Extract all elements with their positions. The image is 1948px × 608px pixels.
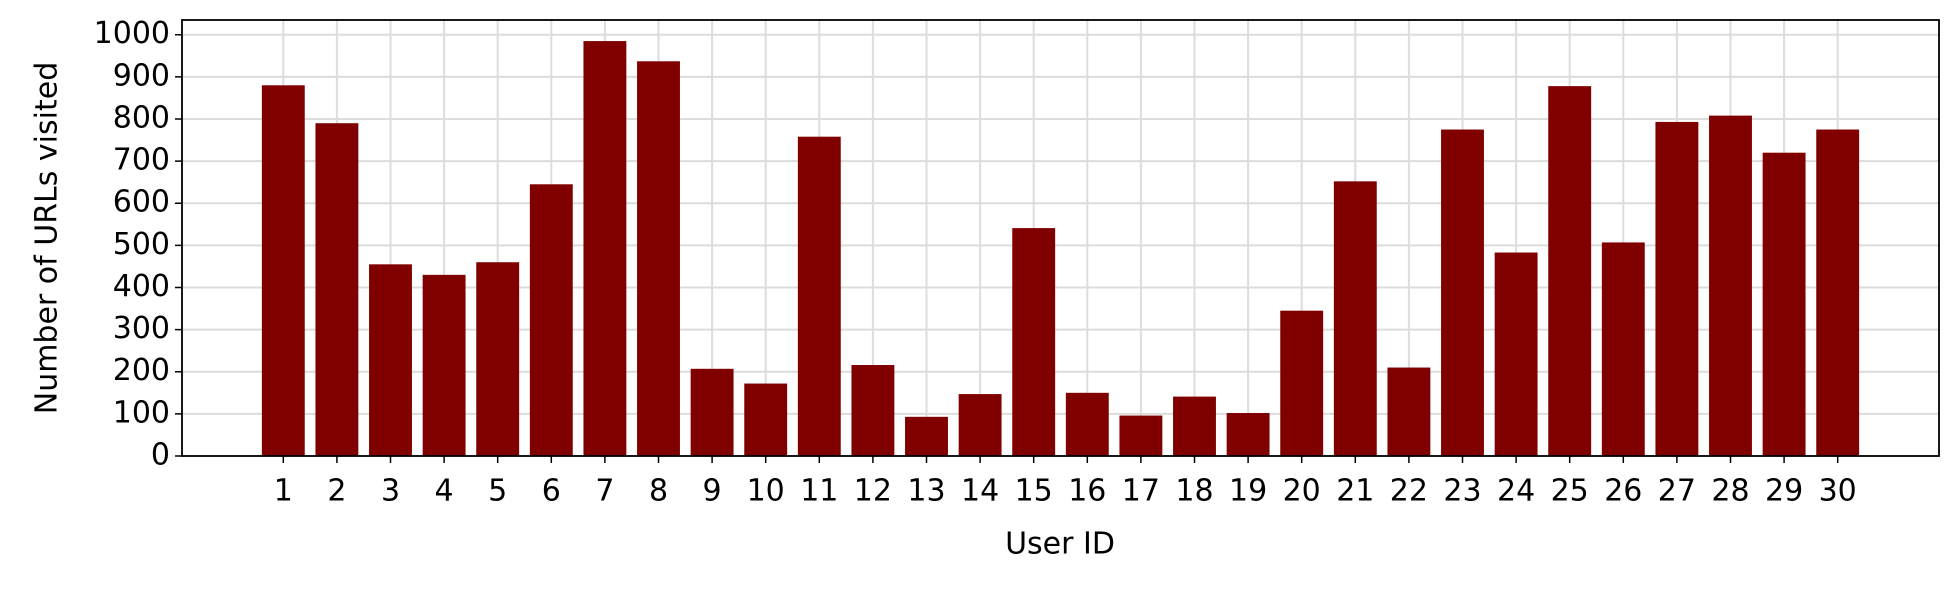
x-tick-label: 11: [800, 474, 838, 509]
bar: [1226, 413, 1270, 456]
x-tick-label: 16: [1068, 474, 1106, 509]
bar: [476, 262, 520, 456]
bar: [797, 136, 841, 456]
bar: [690, 368, 734, 456]
bar: [1762, 152, 1806, 456]
x-tick-label: 25: [1551, 474, 1589, 509]
x-axis-label: User ID: [1005, 527, 1115, 562]
y-tick-label: 600: [113, 185, 170, 220]
plot-frame: [181, 19, 1940, 457]
x-tick-label: 8: [649, 474, 668, 509]
x-tick-label: 12: [854, 474, 892, 509]
x-tick-label: 14: [961, 474, 999, 509]
x-tick-label: 9: [703, 474, 722, 509]
y-tick-label: 100: [113, 395, 170, 430]
y-axis-label: Number of URLs visited: [30, 62, 65, 415]
bar: [1387, 367, 1431, 456]
bar: [1548, 86, 1592, 456]
x-tick-label: 30: [1819, 474, 1857, 509]
y-tick-label: 700: [113, 143, 170, 178]
bar: [1065, 392, 1109, 456]
y-tick-label: 0: [151, 438, 170, 473]
bar: [958, 394, 1002, 456]
bar: [851, 365, 895, 456]
bar: [1494, 252, 1538, 456]
y-tick-label: 1000: [94, 16, 170, 51]
x-tick-label: 13: [907, 474, 945, 509]
y-tick-label: 900: [113, 58, 170, 93]
x-tick-label: 3: [381, 474, 400, 509]
x-tick-label: 4: [435, 474, 454, 509]
x-tick-label: 23: [1443, 474, 1481, 509]
x-tick-label: 10: [747, 474, 785, 509]
x-tick-label: 26: [1604, 474, 1642, 509]
bar: [1280, 310, 1324, 456]
x-tick-label: 29: [1765, 474, 1803, 509]
y-tick-label: 500: [113, 227, 170, 262]
bar: [637, 61, 680, 457]
x-tick-label: 19: [1229, 474, 1267, 509]
bar: [315, 123, 359, 456]
bar: [1709, 115, 1752, 456]
x-tick-label: 18: [1175, 474, 1213, 509]
x-tick-label: 24: [1497, 474, 1535, 509]
y-tick-label: 300: [113, 311, 170, 346]
bar: [1655, 121, 1699, 456]
bar: [1601, 242, 1645, 456]
x-tick-label: 2: [327, 474, 346, 509]
bar: [1173, 396, 1216, 456]
bar: [529, 184, 573, 456]
y-tick-label: 400: [113, 269, 170, 304]
bar: [1441, 129, 1484, 457]
bar: [1333, 181, 1377, 456]
x-tick-label: 1: [274, 474, 293, 509]
x-tick-label: 6: [542, 474, 561, 509]
x-tick-label: 27: [1658, 474, 1696, 509]
y-tick-label: 800: [113, 100, 170, 135]
bar: [422, 274, 466, 456]
bar: [583, 41, 627, 456]
x-tick-label: 28: [1711, 474, 1749, 509]
x-tick-label: 5: [488, 474, 507, 509]
bar: [369, 264, 412, 456]
x-tick-label: 15: [1015, 474, 1053, 509]
y-tick-label: 200: [113, 353, 170, 388]
x-tick-label: 20: [1283, 474, 1321, 509]
x-tick-label: 22: [1390, 474, 1428, 509]
x-tick-label: 17: [1122, 474, 1160, 509]
x-tick-label: 7: [595, 474, 614, 509]
bar: [1119, 415, 1163, 456]
x-tick-label: 21: [1336, 474, 1374, 509]
bar: [905, 416, 948, 456]
bar: [744, 383, 788, 456]
bar: [1012, 228, 1056, 456]
bar: [261, 85, 305, 457]
bar: [1816, 129, 1860, 457]
